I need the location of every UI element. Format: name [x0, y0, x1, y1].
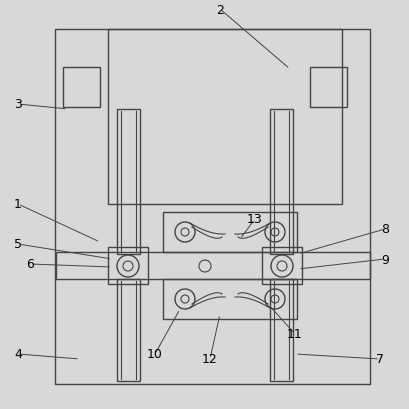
Text: 10: 10: [147, 348, 162, 361]
Bar: [163, 279, 296, 319]
Text: 1: 1: [14, 198, 22, 211]
Bar: [55, 30, 369, 384]
Bar: [270, 110, 292, 254]
Bar: [117, 110, 139, 254]
Text: 9: 9: [380, 253, 388, 266]
Bar: [56, 252, 369, 279]
Text: 2: 2: [216, 4, 223, 16]
Bar: [117, 279, 139, 381]
Text: 13: 13: [247, 213, 262, 226]
Text: 3: 3: [14, 98, 22, 111]
Text: 11: 11: [286, 328, 302, 341]
Text: 6: 6: [26, 258, 34, 271]
Text: 4: 4: [14, 348, 22, 361]
Bar: [108, 247, 148, 284]
Bar: [309, 68, 346, 108]
Bar: [63, 68, 100, 108]
Bar: [163, 213, 296, 252]
Text: 8: 8: [380, 223, 388, 236]
Bar: [270, 279, 292, 381]
Text: 7: 7: [375, 353, 383, 366]
Text: 5: 5: [14, 238, 22, 251]
Text: 12: 12: [202, 353, 217, 366]
Bar: [261, 247, 301, 284]
Bar: [108, 30, 341, 204]
